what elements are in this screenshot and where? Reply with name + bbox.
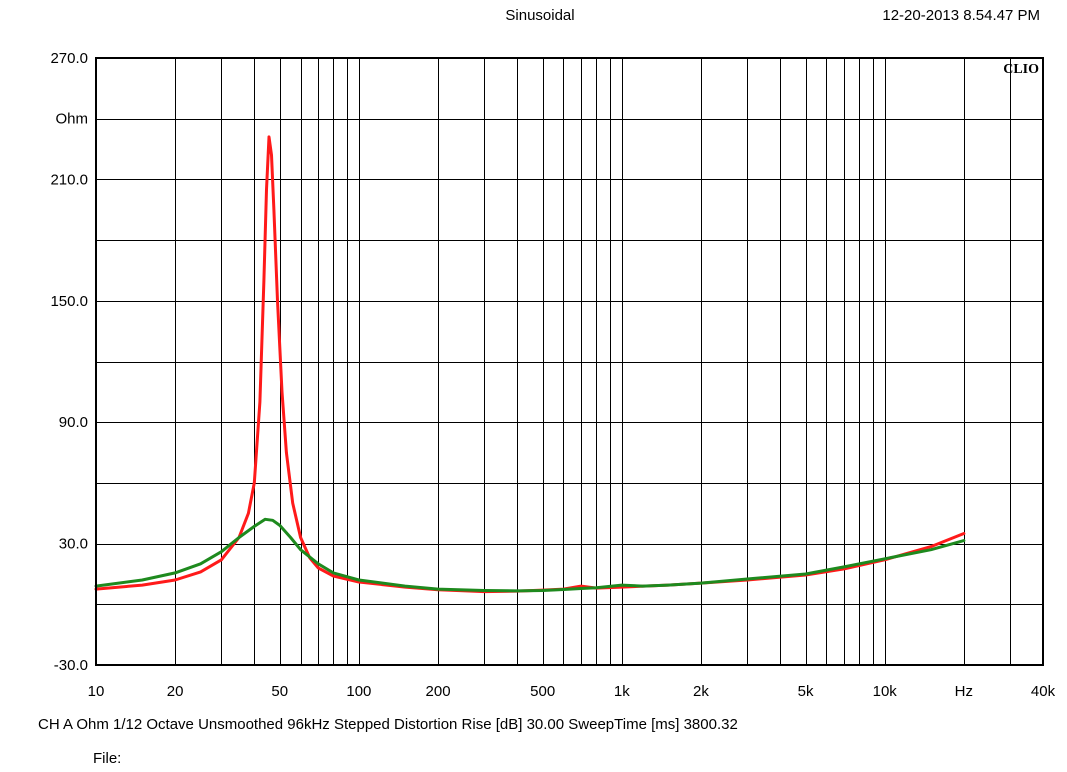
clio-logo: CLIO <box>1003 62 1039 77</box>
measurement-settings: CH A Ohm 1/12 Octave Unsmoothed 96kHz St… <box>38 716 738 733</box>
x-tick-label: 200 <box>426 683 451 700</box>
x-tick-label: 40k <box>1031 683 1056 700</box>
horizontal-gridlines <box>96 119 1043 605</box>
y-tick-label: -30.0 <box>54 657 88 674</box>
y-tick-label: 270.0 <box>50 50 88 67</box>
x-axis-labels: 10 20 50 100 200 500 1k 2k 5k 10k Hz 40k <box>88 683 1056 700</box>
series-group <box>94 135 966 594</box>
y-tick-label: Ohm <box>55 111 88 128</box>
y-tick-label: 30.0 <box>59 536 88 553</box>
y-tick-label: 150.0 <box>50 293 88 310</box>
x-tick-label: 5k <box>798 683 814 700</box>
x-tick-label: 100 <box>346 683 371 700</box>
y-tick-label: 210.0 <box>50 171 88 188</box>
chart-title: Sinusoidal <box>505 7 574 24</box>
file-label: File: <box>93 750 122 767</box>
plot-area: CLIO <box>94 57 1044 666</box>
series-line-2 <box>94 517 966 593</box>
x-tick-label: 10k <box>873 683 898 700</box>
series-line-1 <box>94 135 966 594</box>
vertical-gridlines <box>175 58 1011 665</box>
x-tick-label: 1k <box>614 683 630 700</box>
x-tick-label: 2k <box>693 683 709 700</box>
x-tick-label: 500 <box>530 683 555 700</box>
x-tick-label: 50 <box>271 683 288 700</box>
y-axis-labels: 270.0 Ohm 210.0 150.0 90.0 30.0 -30.0 <box>50 50 88 674</box>
x-tick-label: 10 <box>88 683 105 700</box>
timestamp: 12-20-2013 8.54.47 PM <box>882 7 1040 24</box>
x-tick-label: 20 <box>167 683 184 700</box>
y-tick-label: 90.0 <box>59 414 88 431</box>
x-tick-label: Hz <box>955 683 973 700</box>
plot-frame <box>95 57 1044 666</box>
